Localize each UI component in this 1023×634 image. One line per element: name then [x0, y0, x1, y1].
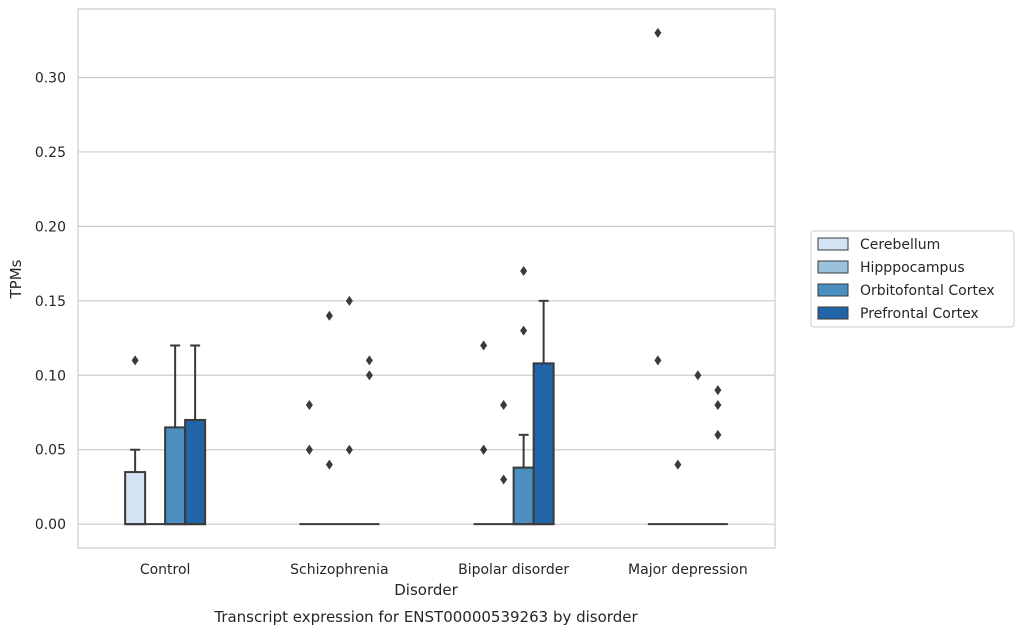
- box-prefrontal-cortex: [184, 344, 207, 526]
- outlier-point: [480, 340, 488, 351]
- outlier-point: [365, 370, 373, 381]
- legend-swatch: [817, 283, 849, 297]
- outlier-point: [345, 295, 353, 306]
- outlier-point: [714, 400, 722, 411]
- outlier-point: [654, 355, 662, 366]
- outlier-point: [714, 429, 722, 440]
- outlier-point: [305, 444, 313, 455]
- plot-frame: [77, 8, 776, 549]
- outlier-point: [325, 459, 333, 470]
- legend-frame: [810, 230, 1015, 328]
- box-body: [532, 362, 555, 526]
- outlier-point: [345, 444, 353, 455]
- box-body: [164, 426, 187, 526]
- legend-swatch: [817, 237, 849, 251]
- legend-swatch: [817, 260, 849, 274]
- outlier-point: [500, 400, 508, 411]
- box-prefrontal-cortex: [359, 355, 380, 526]
- box-body: [124, 471, 147, 526]
- legend-label: Prefrontal Cortex: [860, 306, 979, 322]
- y-tick-label: 0.20: [35, 219, 66, 235]
- legend-label: Hipppocampus: [860, 260, 965, 276]
- outlier-point: [325, 310, 333, 321]
- outlier-point: [714, 385, 722, 396]
- y-axis-title: TPMs: [7, 259, 25, 299]
- outlier-point: [131, 355, 139, 366]
- outlier-point: [500, 474, 508, 485]
- outlier-point: [654, 27, 662, 38]
- box-cerebellum: [124, 355, 147, 526]
- box-body: [184, 418, 207, 526]
- outlier-point: [520, 266, 528, 277]
- box-hipppocampus: [493, 400, 514, 526]
- x-tick-label: Bipolar disorder: [458, 562, 569, 578]
- y-tick-label: 0.10: [35, 368, 66, 384]
- outlier-point: [305, 400, 313, 411]
- y-tick-label: 0.30: [35, 70, 66, 86]
- box-hipppocampus: [319, 310, 340, 526]
- legend-swatch: [817, 306, 849, 320]
- y-tick-label: 0.15: [35, 294, 66, 310]
- box-cerebellum: [473, 340, 494, 526]
- box-cerebellum: [299, 400, 320, 526]
- box-orbitofontal-cortex: [512, 266, 535, 526]
- box-orbitofontal-cortex: [687, 370, 708, 526]
- y-tick-label: 0.25: [35, 145, 66, 161]
- x-tick-label: Schizophrenia: [290, 562, 388, 578]
- y-tick-label: 0.05: [35, 443, 66, 459]
- outlier-point: [520, 325, 528, 336]
- legend-label: Cerebellum: [860, 237, 940, 253]
- x-tick-labels: Control Schizophrenia Bipolar disorder Majo…: [140, 562, 748, 578]
- x-tick-label: Control: [140, 562, 191, 578]
- box-orbitofontal-cortex: [339, 295, 360, 526]
- outlier-point: [694, 370, 702, 381]
- y-tick-label: 0.00: [35, 517, 66, 533]
- box-prefrontal-cortex: [707, 385, 728, 526]
- outlier-point: [365, 355, 373, 366]
- box-hipppocampus: [667, 459, 688, 526]
- chart-caption: Transcript expression for ENST0000053926…: [213, 608, 638, 626]
- outlier-point: [480, 444, 488, 455]
- box-marks: [124, 27, 728, 526]
- legend-label: Orbitofontal Cortex: [860, 283, 995, 299]
- box-prefrontal-cortex: [532, 299, 555, 526]
- box-body: [512, 466, 535, 526]
- outlier-point: [674, 459, 682, 470]
- legend: Cerebellum Hipppocampus Orbitofontal Corte…: [810, 230, 1015, 328]
- box-cerebellum: [647, 27, 668, 526]
- x-tick-label: Major depression: [628, 562, 748, 578]
- x-axis-title: Disorder: [394, 581, 458, 599]
- y-tick-labels: 0.00 0.05 0.10 0.15 0.20 0.25 0.30: [35, 70, 66, 533]
